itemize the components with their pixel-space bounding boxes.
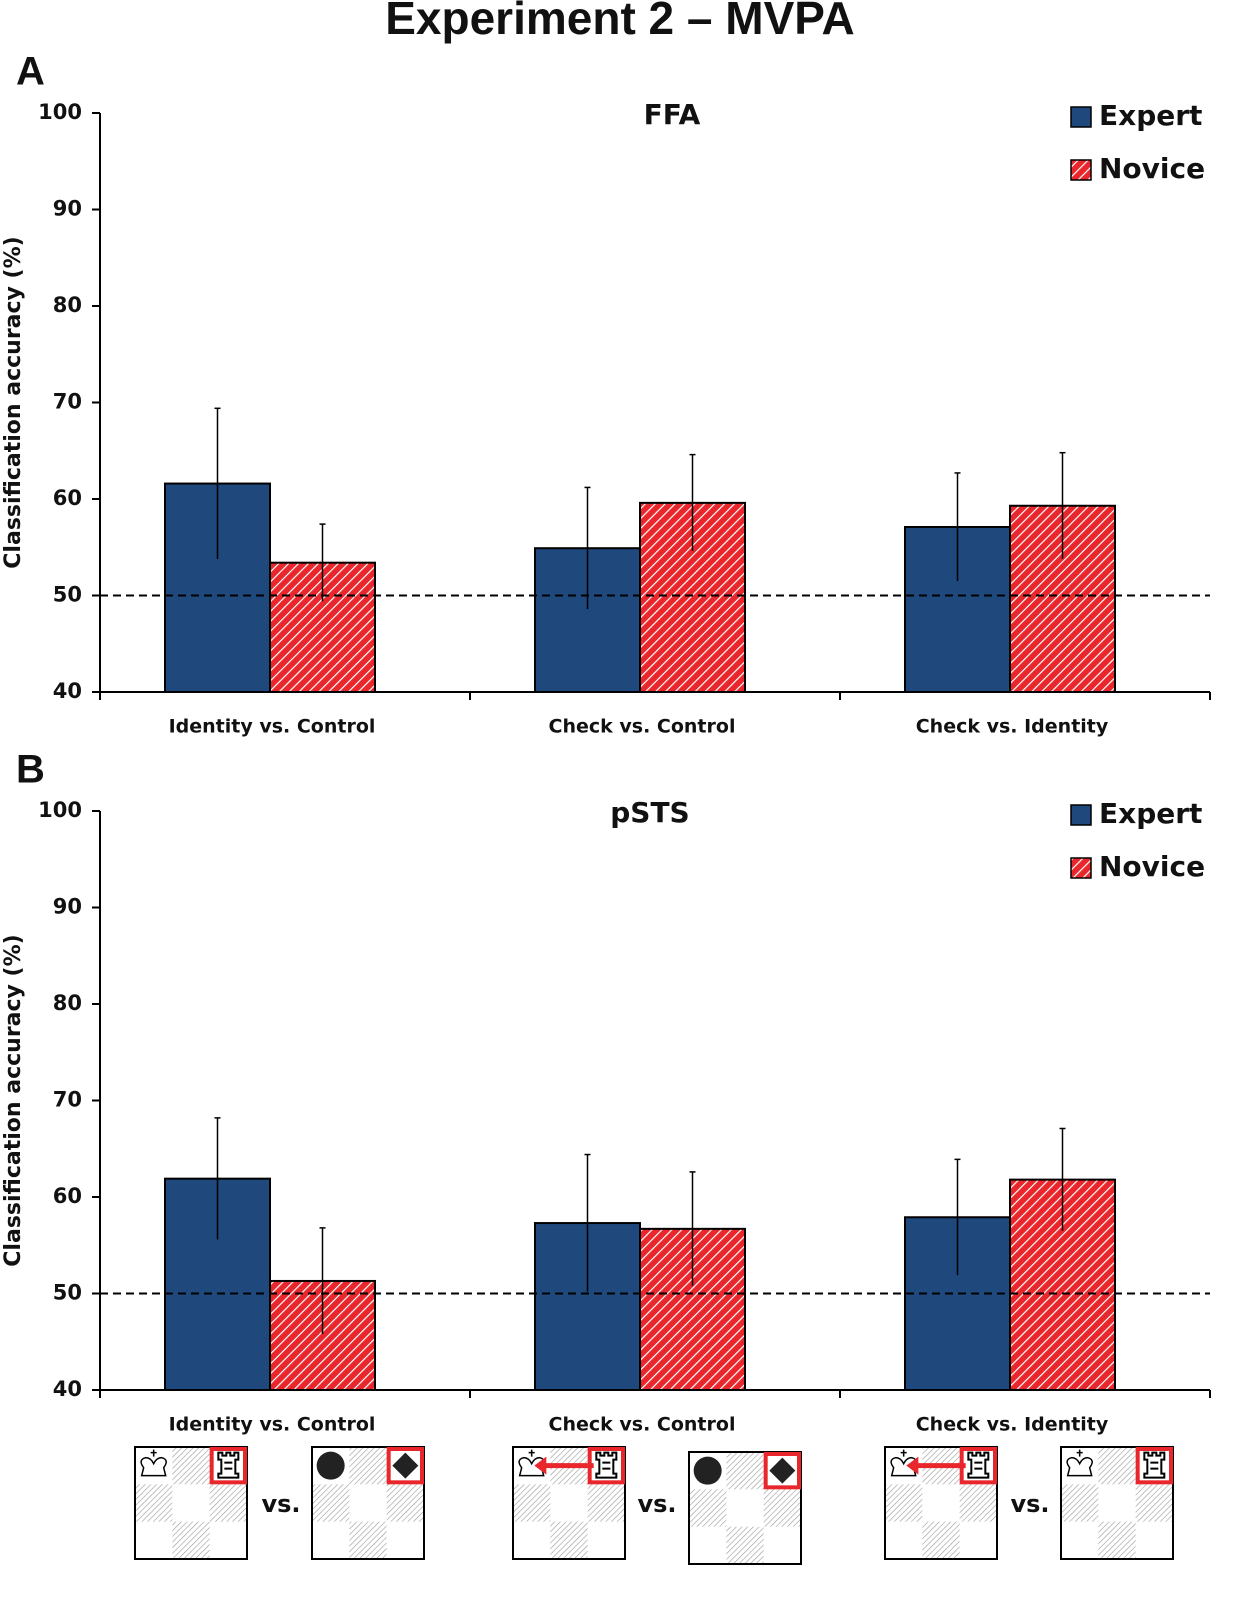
chess-piece — [140, 1449, 167, 1477]
legend-label: Novice — [1099, 152, 1205, 185]
highlight-box — [209, 1447, 248, 1485]
chess-piece — [316, 1451, 345, 1480]
vs-label: vs. — [1010, 1490, 1049, 1518]
chess-piece — [967, 1451, 990, 1479]
chess-board — [512, 1446, 626, 1560]
legend-label: Expert — [1099, 99, 1202, 132]
y-tick-label: 60 — [53, 1184, 82, 1208]
y-tick-label: 100 — [38, 798, 82, 822]
chess-board — [311, 1446, 425, 1560]
y-tick-label: 80 — [53, 991, 82, 1015]
chess-piece — [595, 1451, 618, 1479]
legend-label: Expert — [1099, 797, 1202, 830]
legend-label: Novice — [1099, 850, 1205, 883]
legend-swatch — [1070, 106, 1092, 128]
y-tick-label: 80 — [53, 293, 82, 317]
chess-piece — [1143, 1451, 1166, 1479]
y-axis-label: Classification accuracy (%) — [1, 236, 26, 568]
x-tick-label: Identity vs. Control — [169, 1414, 376, 1436]
highlight-box — [763, 1452, 802, 1490]
x-tick-label: Check vs. Identity — [916, 716, 1109, 738]
chess-piece — [769, 1457, 796, 1484]
legend-swatch — [1070, 159, 1092, 181]
x-tick-label: Check vs. Identity — [916, 1414, 1109, 1436]
panel-label: A — [16, 50, 45, 94]
y-tick-label: 90 — [53, 197, 82, 221]
x-tick-label: Check vs. Control — [549, 1414, 736, 1436]
chess-piece — [890, 1449, 917, 1477]
chess-board — [134, 1446, 248, 1560]
highlight-box — [386, 1447, 424, 1485]
y-tick-label: 60 — [53, 486, 82, 510]
y-tick-label: 50 — [53, 583, 82, 607]
x-tick-label: Check vs. Control — [549, 716, 736, 738]
y-axis-label: Classification accuracy (%) — [1, 934, 26, 1266]
legend-swatch — [1070, 804, 1092, 826]
vs-label: vs. — [261, 1490, 300, 1518]
y-tick-label: 100 — [38, 100, 82, 124]
y-tick-label: 40 — [53, 679, 82, 703]
y-tick-label: 40 — [53, 1377, 82, 1401]
chess-piece — [217, 1451, 240, 1479]
figure-title: Experiment 2 – MVPA — [385, 0, 855, 44]
y-tick-label: 50 — [53, 1281, 82, 1305]
chess-piece — [693, 1456, 722, 1485]
chess-piece — [1066, 1449, 1093, 1477]
chess-board — [1060, 1446, 1174, 1560]
chart-title: FFA — [644, 98, 701, 131]
chess-piece — [392, 1452, 419, 1479]
chess-board — [688, 1451, 802, 1565]
y-tick-label: 70 — [53, 1088, 82, 1112]
highlight-box — [1135, 1447, 1173, 1485]
y-tick-label: 90 — [53, 895, 82, 919]
arrow-head — [906, 1456, 919, 1475]
y-tick-label: 70 — [53, 390, 82, 414]
legend-swatch — [1070, 857, 1092, 879]
panel-label: B — [16, 748, 45, 792]
x-tick-label: Identity vs. Control — [169, 716, 376, 738]
arrow-head — [534, 1456, 547, 1475]
chart-title: pSTS — [610, 796, 689, 829]
vs-label: vs. — [637, 1490, 676, 1518]
